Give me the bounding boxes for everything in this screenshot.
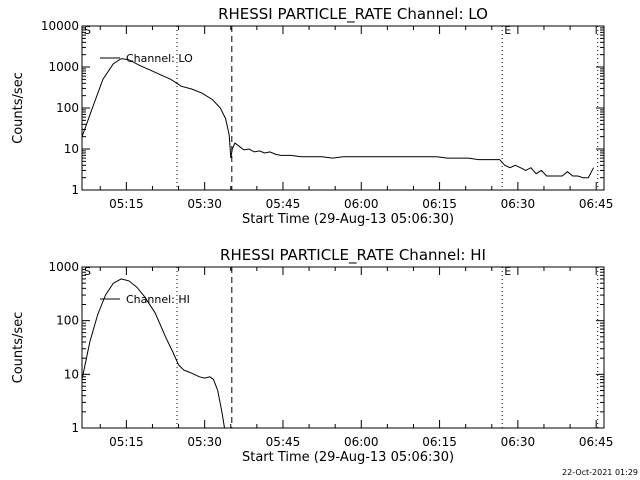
x-tick-label: 06:30 [501,197,536,211]
x-axis-label: Start Time (29-Aug-13 05:06:30) [242,450,454,465]
marker-label: S [84,265,91,278]
y-tick-label: 100 [56,101,79,115]
hi-channel-panel: RHESSI PARTICLE_RATE Channel: HI Counts/s… [11,246,613,465]
lo-channel-panel: RHESSI PARTICLE_RATE Channel: LO Counts/s… [11,5,613,227]
plot-frame [81,266,605,429]
y-tick-label: 1000 [48,60,79,74]
x-tick-label: 05:30 [187,435,222,449]
y-axis-label: Counts/sec [11,312,26,384]
x-tick-label: 06:00 [344,197,379,211]
series-line-channel-lo [81,58,595,179]
y-tick-label: 1000 [48,260,79,274]
x-tick-label: 05:15 [109,435,144,449]
legend-label: Channel: HI [126,293,190,306]
chart-title: RHESSI PARTICLE_RATE Channel: LO [218,5,488,24]
marker-label: S [84,24,91,37]
y-tick-label: 10 [64,142,79,156]
y-tick-label: 1 [71,421,79,435]
marker-label: E [504,265,511,278]
chart-title: RHESSI PARTICLE_RATE Channel: HI [220,246,486,265]
x-tick-label: 06:15 [422,197,457,211]
y-axis-label: Counts/sec [11,72,26,144]
y-tick-label: 1 [71,183,79,197]
legend-label: Channel: LO [126,52,193,65]
x-tick-label: 05:45 [266,197,301,211]
marker-label: E [504,24,511,37]
x-tick-label: 06:30 [501,435,536,449]
x-tick-label: 06:45 [579,435,614,449]
x-tick-label: 05:30 [187,197,222,211]
x-tick-label: 05:15 [109,197,144,211]
series-line-channel-hi [81,278,225,429]
x-tick-label: 05:45 [266,435,301,449]
y-tick-label: 10 [64,367,79,381]
generation-timestamp: 22-Oct-2021 01:29 [562,468,638,477]
y-tick-label: 10000 [41,19,79,33]
x-tick-label: 06:15 [422,435,457,449]
x-axis-label: Start Time (29-Aug-13 05:06:30) [242,212,454,227]
x-tick-label: 06:00 [344,435,379,449]
x-tick-label: 06:45 [579,197,614,211]
y-tick-label: 100 [56,314,79,328]
